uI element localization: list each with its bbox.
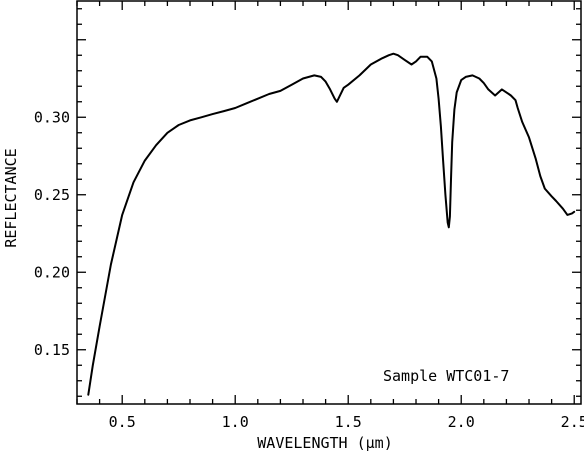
y-axis-label: REFLECTANCE — [2, 148, 20, 247]
axis-ticks — [76, 1, 581, 404]
x-tick-label: 0.5 — [109, 413, 136, 431]
y-tick-label: 0.25 — [34, 186, 70, 204]
spectrum-line — [87, 52, 576, 396]
y-tick-label: 0.20 — [34, 263, 70, 281]
x-tick-label: 1.0 — [222, 413, 249, 431]
plot-frame — [76, 0, 582, 405]
x-axis-label: WAVELENGTH (µm) — [257, 434, 392, 452]
sample-annotation: Sample WTC01-7 — [383, 367, 509, 385]
axis-tick-labels: 0.5 1.0 1.5 2.0 2.5 0.15 0.20 0.25 0.30 — [34, 108, 584, 431]
x-tick-label: 2.0 — [448, 413, 475, 431]
y-tick-label: 0.15 — [34, 341, 70, 359]
x-tick-label: 1.5 — [335, 413, 362, 431]
x-tick-label: 2.5 — [561, 413, 584, 431]
y-tick-label: 0.30 — [34, 108, 70, 126]
